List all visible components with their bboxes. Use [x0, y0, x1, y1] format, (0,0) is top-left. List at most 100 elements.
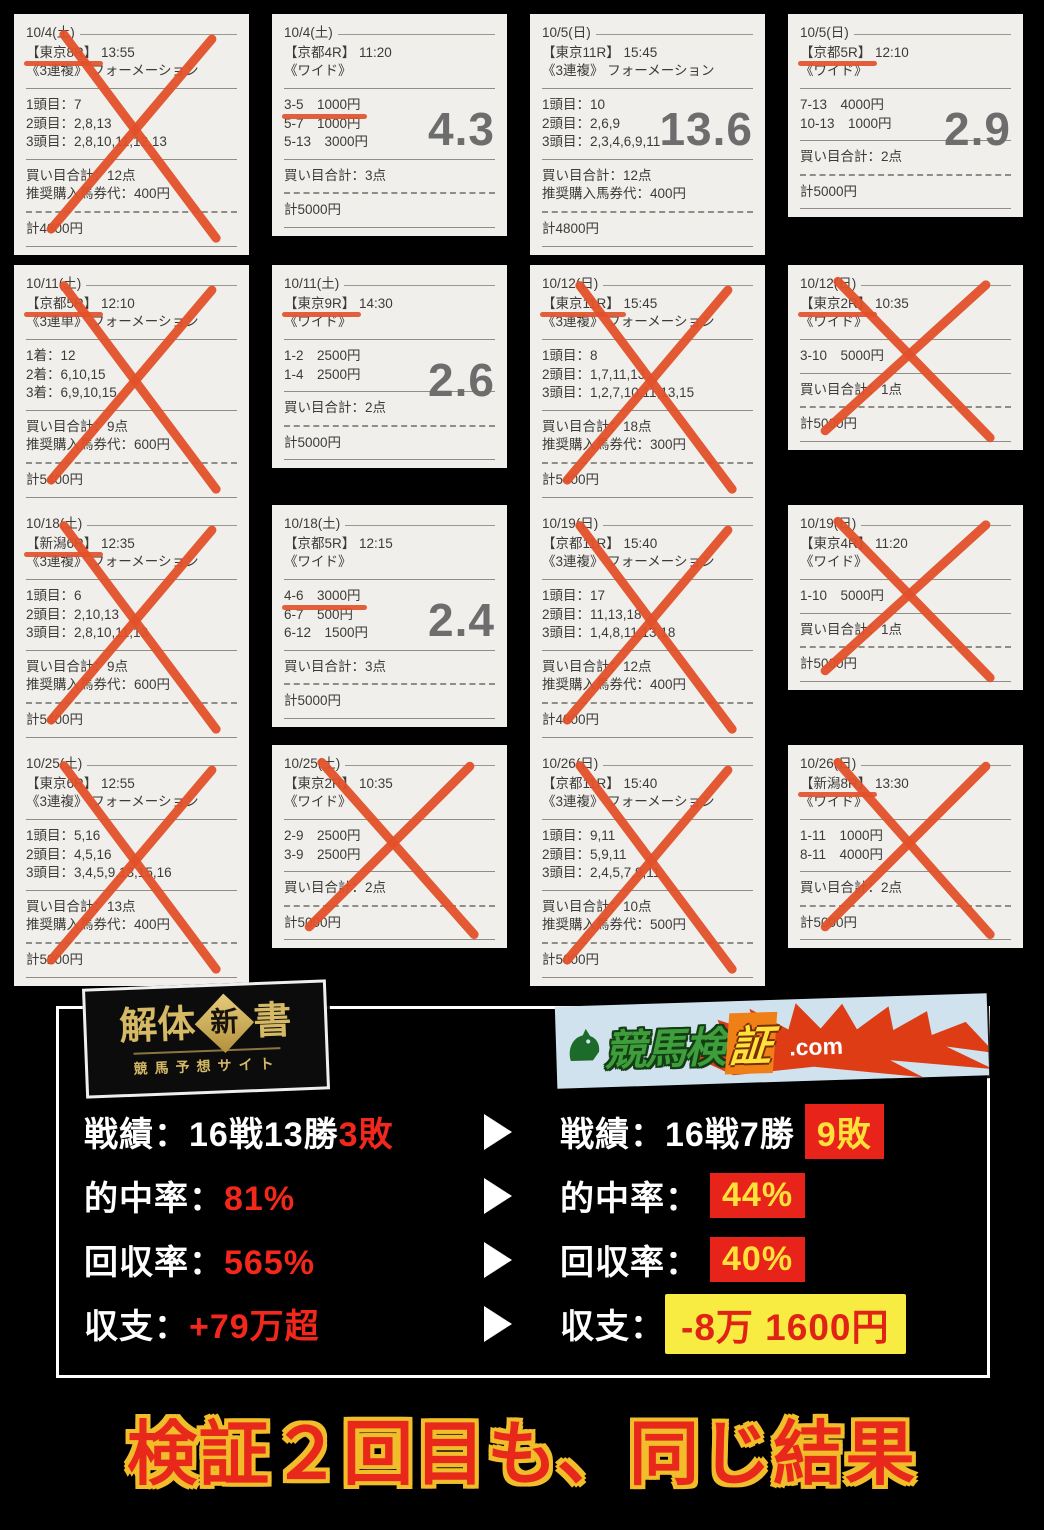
card-date: 10/12(日) [542, 275, 753, 294]
race-time: 11:20 [875, 535, 908, 551]
selection-line: 1着：12 [26, 347, 76, 363]
bet-card: 10/4(土) 【京都4R】 11:20 《ワイド》 3-5 1000円 5-7 100… [272, 14, 507, 236]
card-date: 10/18(土) [284, 515, 495, 534]
bet-card: 10/19(日) 【東京4R】 11:20 《ワイド》 1-10 5000円 買い目合計… [788, 505, 1023, 690]
bet-card: 10/11(土) 【京都5R】 12:10 《3連単》 フォーメーション 1着：12 2… [14, 265, 249, 506]
race-name: 【京都4R】 [284, 44, 356, 60]
selection-line: 1頭目：17 [542, 587, 606, 603]
odds-result: 2.4 [428, 594, 495, 646]
points-total: 買い目合計：3点 [284, 658, 387, 674]
bet-type: 《3連複》 フォーメーション [542, 554, 715, 570]
card-date: 10/25(土) [26, 755, 237, 774]
bet-card: 10/18(土) 【新潟6R】 12:35 《3連複》 フォーメーション 1頭目：6 2… [14, 505, 249, 746]
card-date: 10/18(土) [26, 515, 237, 534]
race-time: 15:45 [623, 44, 658, 60]
selection-line: 3-5 1000円 [282, 96, 495, 119]
selection-line: 1頭目：8 [542, 347, 598, 363]
points-total: 買い目合計：1点 [800, 381, 903, 397]
horse-icon [569, 1028, 600, 1061]
bet-card: 10/26(日) 【京都11R】 15:40 《3連複》 フォーメーション 1頭目：9… [530, 745, 765, 986]
race-name: 【東京6R】 [26, 775, 98, 791]
diamond-icon: 新 [194, 993, 255, 1053]
bet-type: 《ワイド》 [800, 554, 868, 570]
card-total: 計4800円 [26, 221, 84, 236]
bet-card: 10/25(土) 【東京6R】 12:55 《3連複》 フォーメーション 1頭目：5,… [14, 745, 249, 986]
selection-line: 2頭目：4,5,16 [26, 846, 112, 862]
bet-type: 《ワイド》 [284, 794, 352, 810]
card-date: 10/26(日) [800, 755, 1011, 774]
selection-line: 2-9 2500円 [284, 827, 361, 843]
card-total: 計5400円 [26, 712, 84, 727]
race-name: 【京都5R】 [23, 295, 104, 317]
selection-line: 2着：6,10,15 [26, 366, 106, 382]
card-total: 計5000円 [800, 183, 858, 199]
race-time: 13:30 [875, 775, 909, 791]
race-name: 【新潟8R】 [797, 775, 878, 797]
recommended-cost: 推奨購入馬券代：400円 [542, 186, 687, 202]
points-total: 買い目合計：12点 [26, 167, 136, 183]
race-name: 【京都5R】 [797, 44, 878, 66]
points-total: 買い目合計：10点 [542, 898, 652, 914]
selection-line: 5-7 1000円 [284, 115, 361, 131]
race-name: 【東京11R】 [542, 44, 620, 60]
odds-result: 2.6 [428, 354, 495, 406]
card-total: 計5200円 [26, 952, 84, 967]
bet-type: 《ワイド》 [284, 63, 352, 79]
card-date: 10/19(日) [542, 515, 753, 534]
points-total: 買い目合計：9点 [26, 658, 129, 674]
points-total: 買い目合計：13点 [26, 898, 136, 914]
bet-card: 10/5(日) 【東京11R】 15:45 《3連複》 フォーメーション 1頭目：10… [530, 14, 765, 255]
card-total: 計5000円 [800, 656, 858, 672]
selection-line: 10-13 1000円 [800, 115, 892, 131]
logo-title: 解体 新 書 [118, 993, 292, 1053]
card-date: 10/11(土) [284, 275, 495, 294]
return-rate-row: 回収率：565% 回収率： 40% [84, 1234, 960, 1285]
logo-text-domain: .com [788, 1032, 844, 1061]
card-date: 10/12(日) [800, 275, 1011, 294]
bet-type: 《3連複》 フォーメーション [26, 794, 199, 810]
race-time: 15:45 [623, 295, 658, 311]
card-total: 計5400円 [542, 472, 600, 487]
logo-text-highlight: 証 [724, 1011, 778, 1075]
selection-line: 3頭目：2,3,4,6,9,11 [542, 134, 661, 150]
logo-subtitle: 競馬予想サイト [132, 1046, 281, 1079]
selection-line: 6-12 1500円 [284, 625, 369, 641]
bet-card: 10/12(日) 【東京2R】 10:35 《ワイド》 3-10 5000円 買い目合計… [788, 265, 1023, 450]
card-total: 計5000円 [284, 202, 342, 218]
points-total: 買い目合計：2点 [284, 880, 387, 896]
arrow-right-icon [484, 1241, 512, 1278]
selection-line: 1-11 1000円 [800, 827, 884, 843]
kaitai-shinsho-logo: 解体 新 書 競馬予想サイト [81, 979, 331, 1099]
race-name: 【東京8R】 [23, 44, 104, 66]
selection-line: 6-7 500円 [284, 606, 354, 622]
race-time: 10:35 [359, 775, 393, 791]
card-date: 10/4(土) [26, 24, 237, 43]
selection-line: 1頭目：9,11 [542, 827, 616, 843]
card-date: 10/19(日) [800, 515, 1011, 534]
race-time: 11:20 [359, 44, 392, 60]
race-time: 15:40 [623, 775, 658, 791]
logo-title-part1: 解体 [118, 1002, 197, 1048]
race-time: 10:35 [875, 295, 909, 311]
race-name: 【東京4R】 [800, 535, 872, 551]
recommended-cost: 推奨購入馬券代：600円 [26, 437, 171, 453]
selection-line: 2頭目：1,7,11,13 [542, 366, 646, 382]
points-total: 買い目合計：3点 [284, 167, 387, 183]
card-total: 計5000円 [542, 952, 600, 967]
return-rate-badge: 40% [710, 1237, 806, 1282]
card-total: 計4800円 [542, 221, 600, 236]
points-total: 買い目合計：1点 [800, 621, 903, 637]
bet-card: 10/26(日) 【新潟8R】 13:30 《ワイド》 1-11 1000円 8-11 … [788, 745, 1023, 949]
selection-line: 1頭目：10 [542, 96, 606, 112]
selection-line: 5-13 3000円 [284, 134, 369, 150]
selection-line: 1頭目：7 [26, 96, 82, 112]
card-total: 計5000円 [284, 434, 342, 450]
headline: 検証２回目も、同じ結果 [127, 1415, 917, 1493]
card-total: 計5000円 [284, 693, 342, 709]
selection-line: 3着：6,9,10,15 [26, 385, 117, 401]
selection-line: 7-13 4000円 [800, 96, 885, 112]
race-name: 【京都11R】 [542, 775, 620, 791]
race-time: 12:10 [101, 295, 135, 311]
selection-line: 1頭目：5,16 [26, 827, 101, 843]
card-date: 10/4(土) [284, 24, 495, 43]
